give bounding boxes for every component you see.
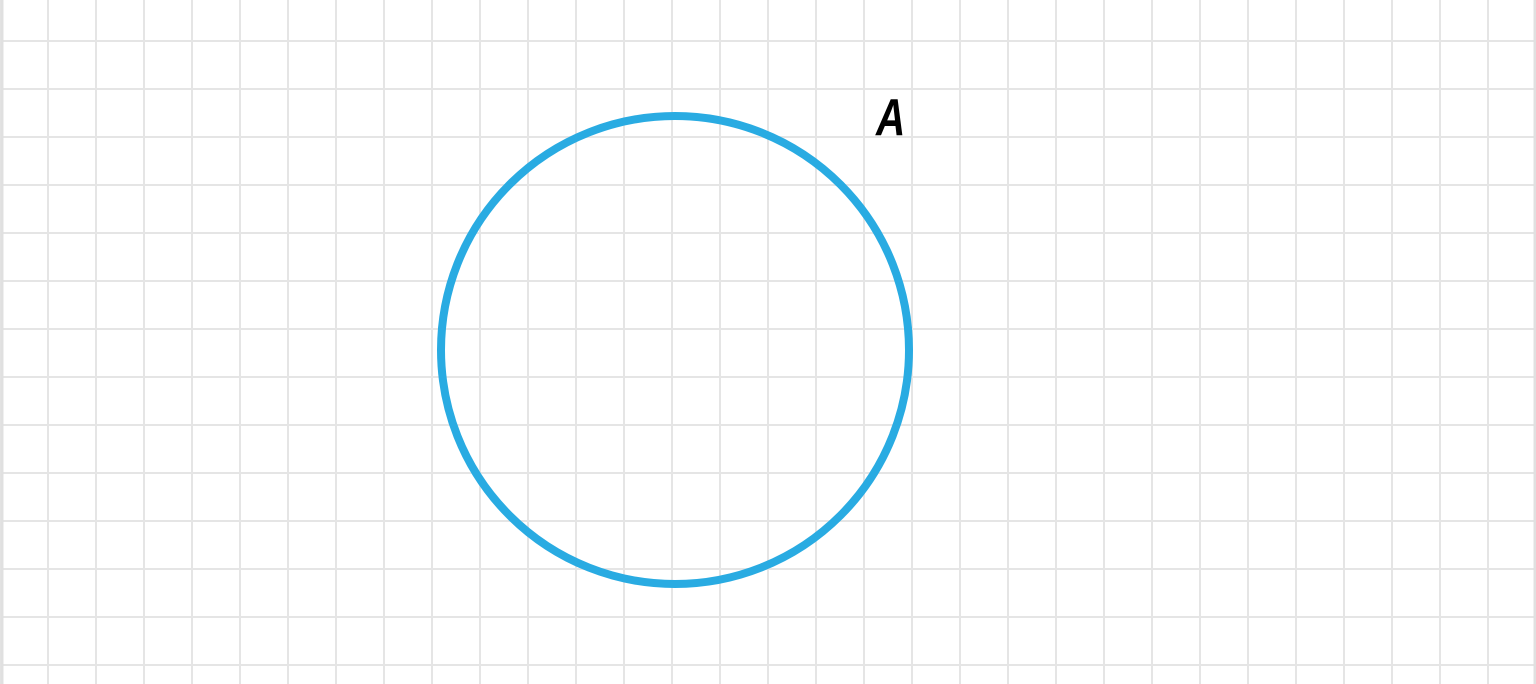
circle-0 (441, 116, 909, 584)
diagram-layer (0, 0, 1536, 684)
label-A: A (876, 88, 905, 148)
